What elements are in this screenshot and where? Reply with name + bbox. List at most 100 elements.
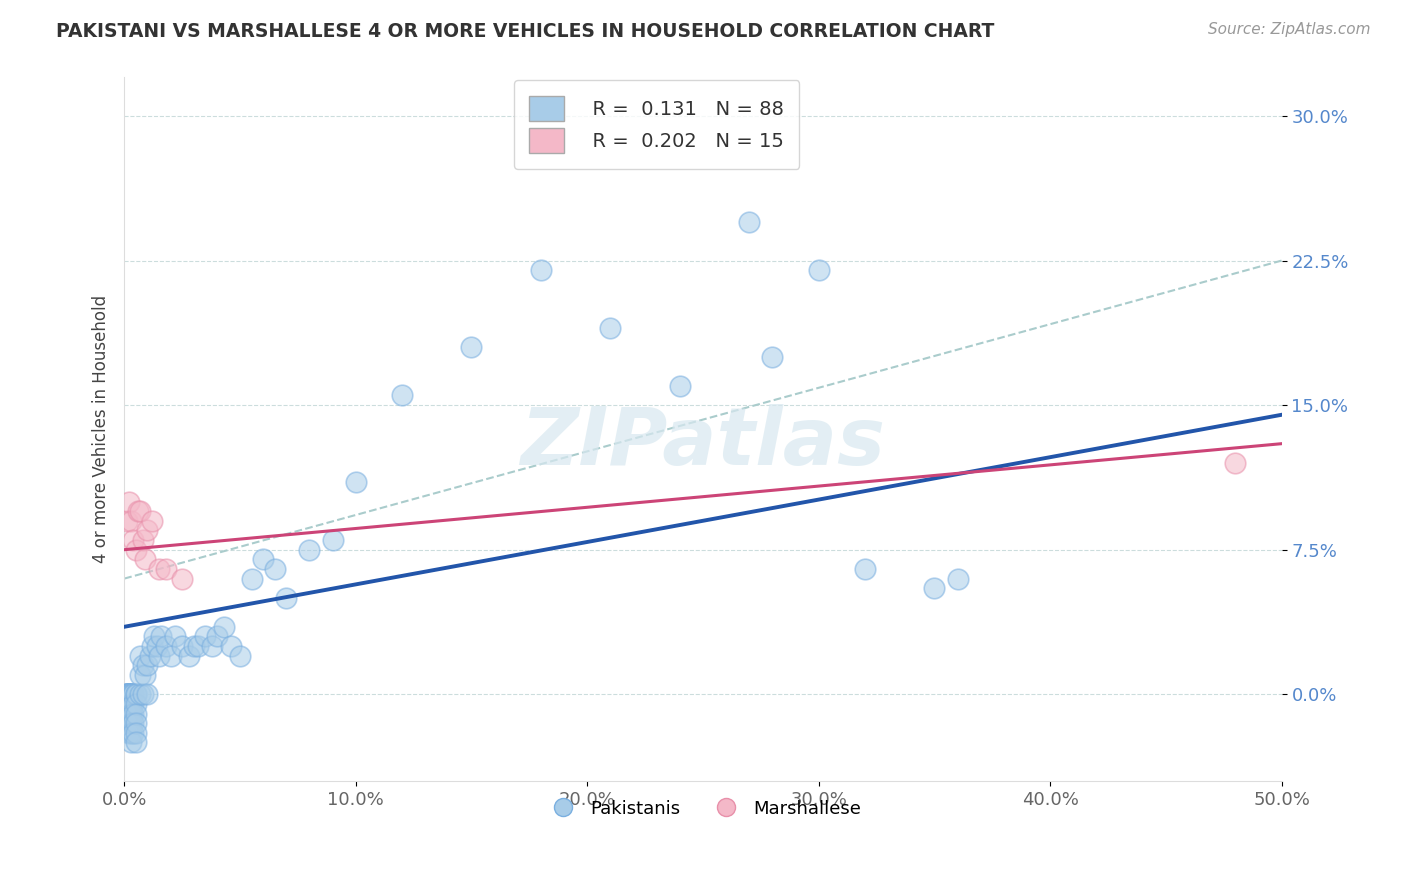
Point [145,639,167,653]
Point [172,639,194,653]
Point [155,639,177,653]
Point [177,648,200,663]
Point [946,572,969,586]
Point [201,639,224,653]
Point [122,533,145,547]
Point [148,648,170,663]
Point [460,340,482,354]
Point [118,697,141,711]
Point [143,629,166,643]
Point [120,697,142,711]
Point [122,687,145,701]
Point [276,591,298,605]
Point [391,388,413,402]
Point [219,639,242,653]
Point [115,697,138,711]
Point [229,648,252,663]
Point [120,687,142,701]
Point [172,572,194,586]
Point [136,687,159,701]
Point [125,687,148,701]
Point [129,668,152,682]
Point [118,494,141,508]
Point [115,716,138,731]
Point [115,697,138,711]
Point [132,687,155,701]
Point [115,687,138,701]
Point [599,321,621,335]
Point [924,581,946,595]
Point [115,687,138,701]
Point [118,687,141,701]
Text: Source: ZipAtlas.com: Source: ZipAtlas.com [1208,22,1371,37]
Point [115,687,138,701]
Legend: Pakistanis, Marshallese: Pakistanis, Marshallese [538,792,868,825]
Point [122,687,145,701]
Point [1225,456,1247,470]
Point [125,726,148,740]
Point [115,687,138,701]
Point [148,562,170,576]
Y-axis label: 4 or more Vehicles in Household: 4 or more Vehicles in Household [93,295,110,563]
Point [120,735,142,749]
Point [115,706,138,721]
Point [141,514,163,528]
Point [138,648,160,663]
Point [127,504,149,518]
Point [125,716,148,731]
Point [807,263,830,277]
Point [344,475,367,490]
Text: ZIPatlas: ZIPatlas [520,404,886,483]
Point [118,687,141,701]
Point [120,697,142,711]
Point [141,639,163,653]
Text: PAKISTANI VS MARSHALLESE 4 OR MORE VEHICLES IN HOUSEHOLD CORRELATION CHART: PAKISTANI VS MARSHALLESE 4 OR MORE VEHIC… [56,22,994,41]
Point [118,687,141,701]
Point [159,648,181,663]
Point [136,658,159,673]
Point [122,706,145,721]
Point [122,726,145,740]
Point [125,542,148,557]
Point [129,687,152,701]
Point [122,716,145,731]
Point [132,533,155,547]
Point [150,629,173,643]
Point [129,504,152,518]
Point [263,562,285,576]
Point [853,562,876,576]
Point [194,629,217,643]
Point [134,668,156,682]
Point [205,629,228,643]
Point [669,379,692,393]
Point [118,697,141,711]
Point [122,697,145,711]
Point [298,542,321,557]
Point [129,648,152,663]
Point [212,620,235,634]
Point [120,706,142,721]
Point [134,552,156,566]
Point [120,716,142,731]
Point [125,687,148,701]
Point [118,716,141,731]
Point [322,533,344,547]
Point [115,687,138,701]
Point [120,687,142,701]
Point [120,726,142,740]
Point [120,687,142,701]
Point [118,687,141,701]
Point [761,350,783,364]
Point [165,629,187,643]
Point [118,706,141,721]
Point [240,572,263,586]
Point [120,514,142,528]
Point [187,639,209,653]
Point [118,726,141,740]
Point [125,697,148,711]
Point [115,687,138,701]
Point [125,735,148,749]
Point [183,639,205,653]
Point [118,706,141,721]
Point [136,524,159,538]
